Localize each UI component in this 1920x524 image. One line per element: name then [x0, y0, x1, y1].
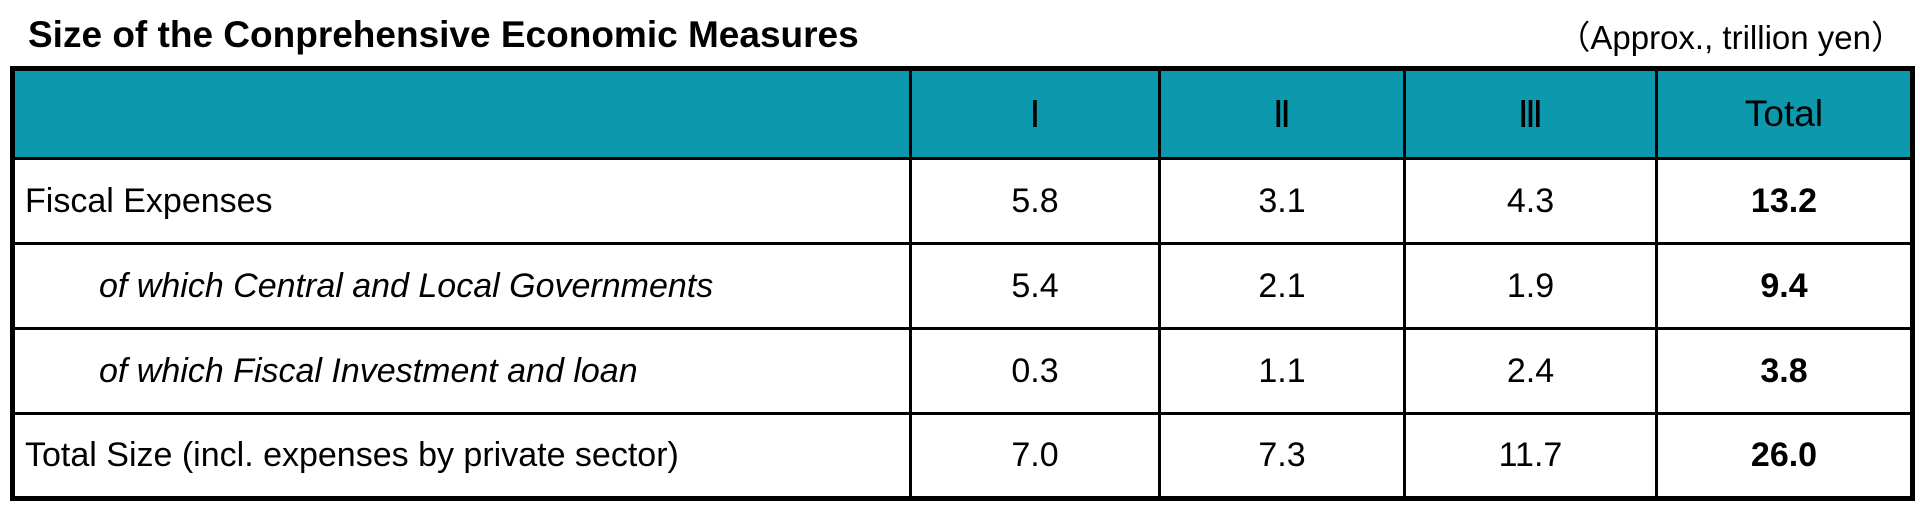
- page-title: Size of the Conprehensive Economic Measu…: [28, 14, 859, 56]
- table-header: Ⅰ Ⅱ Ⅲ Total: [11, 67, 1914, 160]
- value-cell-phase-2: 1.1: [1158, 327, 1406, 415]
- table-row-fiscal-investment-loan: of which Fiscal Investment and loan 0.3 …: [11, 327, 1914, 415]
- header-row: Ⅰ Ⅱ Ⅲ Total: [11, 67, 1914, 160]
- value-cell-phase-1: 5.4: [909, 242, 1161, 330]
- value-cell-phase-1: 5.8: [909, 157, 1161, 245]
- row-label: of which Central and Local Governments: [11, 242, 912, 330]
- header-cell-empty: [11, 67, 912, 160]
- table-row-total-size: Total Size (incl. expenses by private se…: [11, 412, 1914, 500]
- value-cell-phase-2: 2.1: [1158, 242, 1406, 330]
- value-cell-phase-2: 7.3: [1158, 412, 1406, 500]
- value-cell-phase-1: 7.0: [909, 412, 1161, 500]
- page-header: Size of the Conprehensive Economic Measu…: [28, 4, 1904, 56]
- header-cell-phase-3: Ⅲ: [1403, 67, 1658, 160]
- table-body: Fiscal Expenses 5.8 3.1 4.3 13.2 of whic…: [11, 157, 1914, 500]
- value-cell-phase-2: 3.1: [1158, 157, 1406, 245]
- value-cell-phase-3: 1.9: [1403, 242, 1658, 330]
- row-label: Fiscal Expenses: [11, 157, 912, 245]
- total-cell: 9.4: [1655, 242, 1914, 330]
- total-cell: 13.2: [1655, 157, 1914, 245]
- row-label: of which Fiscal Investment and loan: [11, 327, 912, 415]
- table-row-fiscal-expenses: Fiscal Expenses 5.8 3.1 4.3 13.2: [11, 157, 1914, 245]
- economic-measures-table: Ⅰ Ⅱ Ⅲ Total Fiscal Expenses 5.8 3.1 4.3 …: [10, 66, 1915, 501]
- table-row-central-local-governments: of which Central and Local Governments 5…: [11, 242, 1914, 330]
- value-cell-phase-3: 4.3: [1403, 157, 1658, 245]
- total-cell: 26.0: [1655, 412, 1914, 500]
- header-cell-phase-2: Ⅱ: [1158, 67, 1406, 160]
- value-cell-phase-3: 11.7: [1403, 412, 1658, 500]
- row-label: Total Size (incl. expenses by private se…: [11, 412, 912, 500]
- total-cell: 3.8: [1655, 327, 1914, 415]
- value-cell-phase-1: 0.3: [909, 327, 1161, 415]
- unit-note: （Approx., trillion yen）: [1557, 18, 1904, 56]
- value-cell-phase-3: 2.4: [1403, 327, 1658, 415]
- header-cell-phase-1: Ⅰ: [909, 67, 1161, 160]
- header-cell-total: Total: [1655, 67, 1914, 160]
